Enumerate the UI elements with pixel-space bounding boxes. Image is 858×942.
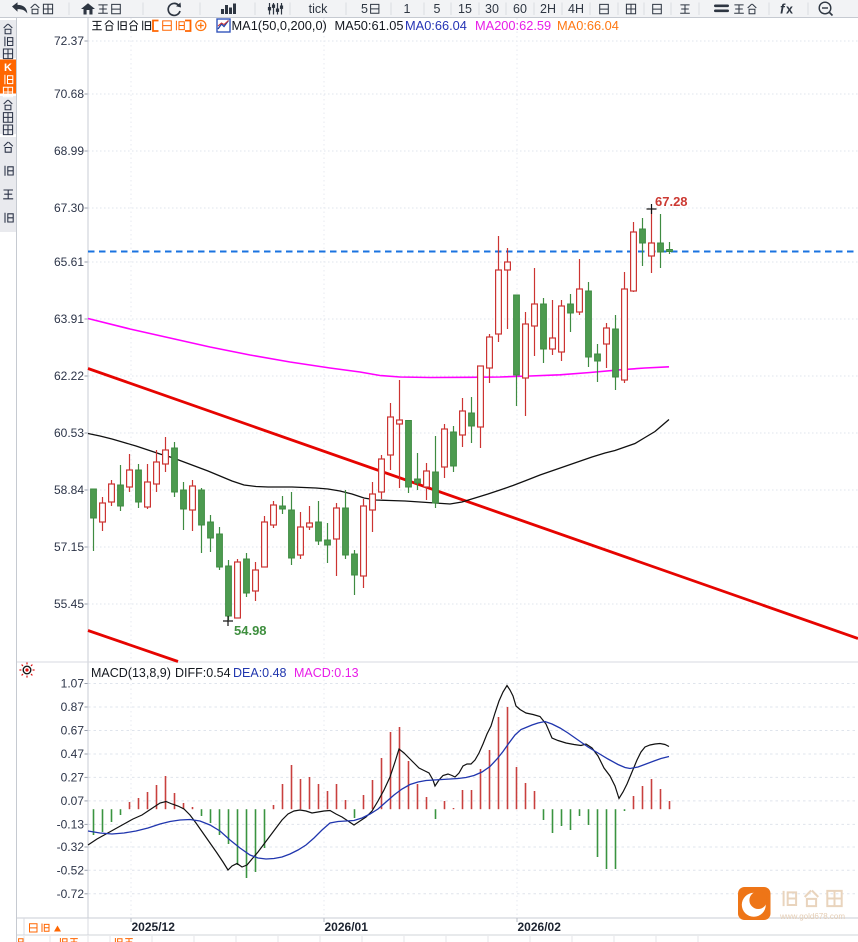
- svg-text:0.67: 0.67: [61, 724, 85, 738]
- svg-text:-0.72: -0.72: [57, 887, 85, 901]
- svg-text:MA200:62.59: MA200:62.59: [475, 18, 551, 33]
- svg-text:63.91: 63.91: [54, 312, 84, 326]
- svg-text:f: f: [780, 2, 786, 17]
- svg-text:55.45: 55.45: [54, 597, 84, 611]
- svg-text:2H: 2H: [540, 2, 556, 16]
- svg-text:DEA:0.48: DEA:0.48: [233, 666, 287, 680]
- svg-text:2026/01: 2026/01: [325, 920, 369, 934]
- svg-text:MA0:66.04: MA0:66.04: [405, 18, 467, 33]
- svg-text:x: x: [786, 3, 793, 17]
- svg-text:60.53: 60.53: [54, 426, 84, 440]
- svg-text:MA50:61.05: MA50:61.05: [335, 18, 404, 33]
- svg-text:4H: 4H: [568, 2, 584, 16]
- svg-text:K: K: [4, 62, 12, 74]
- svg-text:58.84: 58.84: [54, 483, 84, 497]
- svg-text:67.28: 67.28: [655, 194, 688, 209]
- svg-text:65.61: 65.61: [54, 255, 84, 269]
- svg-text:15: 15: [458, 2, 472, 16]
- svg-text:67.30: 67.30: [54, 201, 84, 215]
- svg-text:68.99: 68.99: [54, 144, 84, 158]
- svg-text:5: 5: [434, 2, 441, 16]
- svg-text:0.87: 0.87: [61, 700, 85, 714]
- svg-text:2025/12: 2025/12: [132, 920, 176, 934]
- svg-text:-0.32: -0.32: [57, 840, 85, 854]
- svg-text:62.22: 62.22: [54, 369, 84, 383]
- svg-text:0.47: 0.47: [61, 747, 85, 761]
- svg-text:70.68: 70.68: [54, 87, 84, 101]
- svg-text:57.15: 57.15: [54, 540, 84, 554]
- svg-text:72.37: 72.37: [54, 34, 84, 48]
- svg-text:0.07: 0.07: [61, 794, 85, 808]
- svg-text:MACD:0.13: MACD:0.13: [294, 666, 359, 680]
- svg-text:tick: tick: [309, 2, 329, 16]
- svg-text:1.07: 1.07: [61, 677, 85, 691]
- svg-text:MA1(50,0,200,0): MA1(50,0,200,0): [232, 18, 327, 33]
- svg-text:60: 60: [513, 2, 527, 16]
- svg-text:DIFF:0.54: DIFF:0.54: [175, 666, 231, 680]
- svg-text:54.98: 54.98: [234, 623, 267, 638]
- svg-text:MA0:66.04: MA0:66.04: [557, 18, 619, 33]
- svg-text:2026/02: 2026/02: [518, 920, 562, 934]
- svg-text:0.27: 0.27: [61, 770, 85, 784]
- svg-text:-0.52: -0.52: [57, 863, 85, 877]
- svg-text:1: 1: [404, 2, 411, 16]
- svg-text:5: 5: [361, 2, 368, 16]
- svg-text:30: 30: [485, 2, 499, 16]
- svg-text:www.gold678.com: www.gold678.com: [779, 912, 845, 921]
- svg-text:-0.13: -0.13: [57, 817, 85, 831]
- svg-text:MACD(13,8,9): MACD(13,8,9): [91, 666, 171, 680]
